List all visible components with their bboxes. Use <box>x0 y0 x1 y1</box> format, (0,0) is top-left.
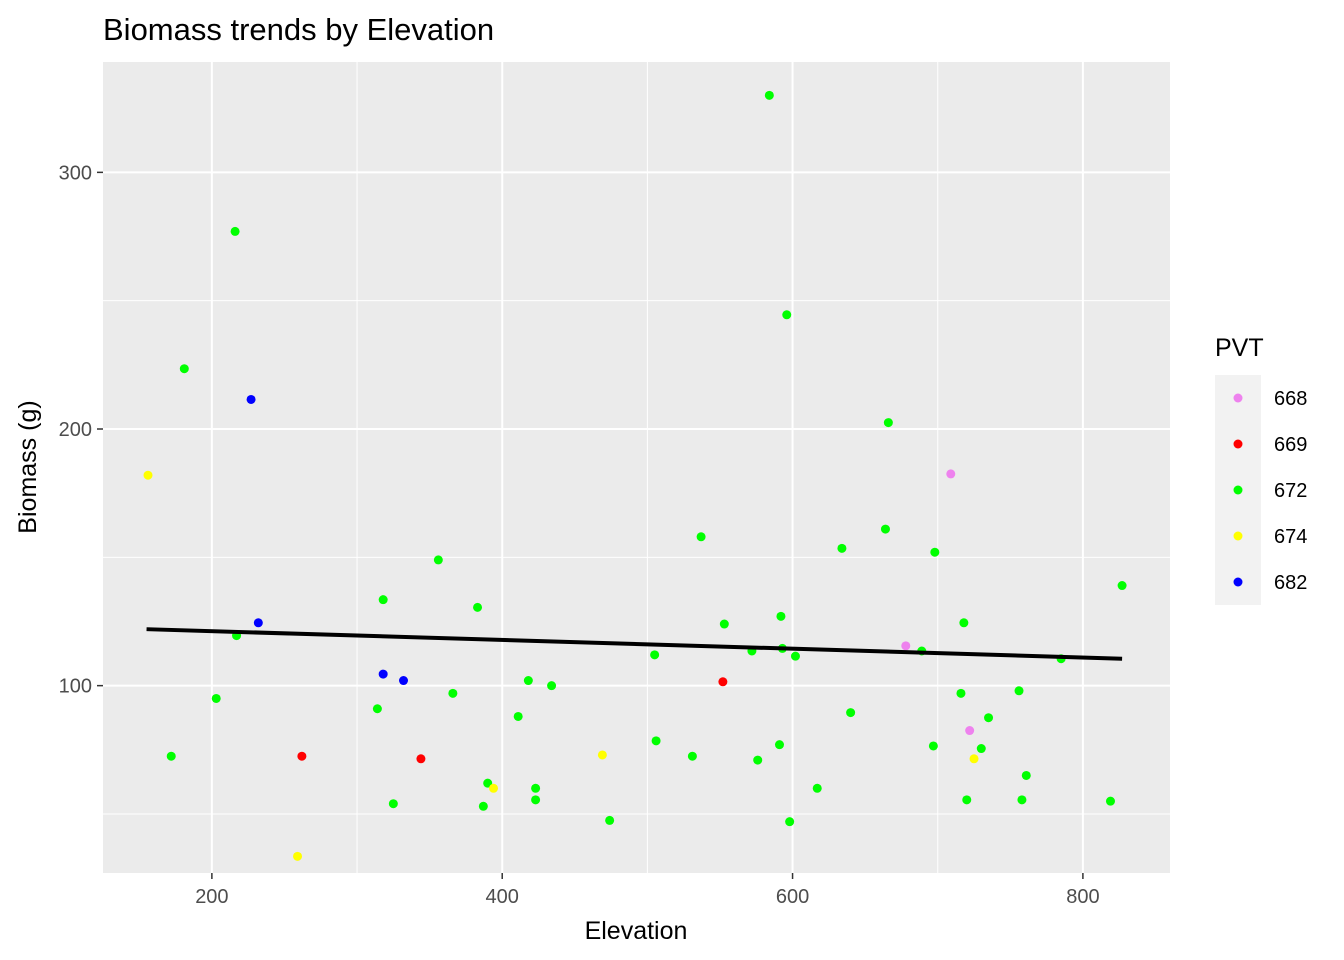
data-point-672 <box>513 711 523 721</box>
x-axis-title: Elevation <box>585 917 688 945</box>
legend: PVT 668 669 672 674 682 <box>1215 334 1307 605</box>
legend-label-672: 672 <box>1274 480 1307 502</box>
legend-key-674 <box>1233 531 1243 541</box>
chart-title: Biomass trends by Elevation <box>103 12 494 47</box>
data-point-672 <box>605 815 615 825</box>
y-axis-title: Biomass (g) <box>14 400 42 533</box>
data-point-682 <box>253 618 263 628</box>
data-point-672 <box>928 741 938 751</box>
data-point-668 <box>965 726 975 736</box>
data-point-674 <box>969 754 979 764</box>
data-point-672 <box>782 310 792 320</box>
data-point-672 <box>687 751 697 761</box>
y-axis-ticks: 100 200 300 <box>59 162 103 698</box>
data-point-672 <box>696 532 706 542</box>
data-point-668 <box>901 641 911 651</box>
data-point-672 <box>959 618 969 628</box>
data-point-672 <box>753 755 763 765</box>
x-tick-label: 600 <box>776 886 809 908</box>
y-tick-label: 300 <box>59 162 92 184</box>
legend-label-674: 674 <box>1274 526 1307 548</box>
data-point-672 <box>523 676 533 686</box>
data-point-672 <box>883 418 893 428</box>
data-point-672 <box>1105 796 1115 806</box>
data-point-672 <box>1014 686 1024 696</box>
data-point-672 <box>478 801 488 811</box>
data-point-682 <box>399 676 409 686</box>
data-point-674 <box>143 470 153 480</box>
y-tick-label: 200 <box>59 419 92 441</box>
data-point-672 <box>531 795 541 805</box>
data-point-672 <box>433 555 443 565</box>
data-point-672 <box>846 708 856 718</box>
data-point-672 <box>179 364 189 374</box>
legend-label-669: 669 <box>1274 434 1307 456</box>
x-axis-ticks: 200 400 600 800 <box>195 873 1100 908</box>
major-gridlines <box>103 62 1170 873</box>
data-point-672 <box>650 650 660 660</box>
data-point-672 <box>976 744 986 754</box>
legend-key-672 <box>1233 485 1243 495</box>
data-point-672 <box>1017 795 1027 805</box>
data-point-672 <box>531 783 541 793</box>
data-point-672 <box>388 799 398 809</box>
data-point-674 <box>489 783 499 793</box>
data-point-672 <box>962 795 972 805</box>
data-point-672 <box>483 778 493 788</box>
data-point-672 <box>448 688 458 698</box>
data-point-672 <box>880 524 890 534</box>
x-tick-label: 400 <box>486 886 519 908</box>
data-point-672 <box>211 693 221 703</box>
data-point-672 <box>1021 770 1031 780</box>
x-tick-label: 200 <box>195 886 228 908</box>
plot-panel <box>103 62 1170 873</box>
data-point-672 <box>956 688 966 698</box>
data-point-672 <box>719 619 729 629</box>
data-point-672 <box>473 602 483 612</box>
data-point-672 <box>774 740 784 750</box>
data-point-669 <box>297 751 307 761</box>
data-point-672 <box>230 226 240 236</box>
data-point-682 <box>246 394 256 404</box>
data-point-672 <box>984 713 994 723</box>
data-point-672 <box>378 595 388 605</box>
legend-keys: 668 669 672 674 682 <box>1215 375 1307 605</box>
minor-gridlines <box>103 62 1170 873</box>
trend-line <box>146 627 1123 661</box>
data-point-682 <box>378 669 388 679</box>
data-point-672 <box>785 817 795 827</box>
data-point-672 <box>837 543 847 553</box>
legend-key-669 <box>1233 439 1243 449</box>
legend-title: PVT <box>1215 334 1264 362</box>
data-point-672 <box>1117 581 1127 591</box>
x-tick-label: 800 <box>1066 886 1099 908</box>
legend-key-682 <box>1233 577 1243 587</box>
legend-label-668: 668 <box>1274 388 1307 410</box>
data-point-674 <box>597 750 607 760</box>
data-point-669 <box>416 754 426 764</box>
data-point-668 <box>946 469 956 479</box>
data-point-672 <box>651 736 661 746</box>
data-point-672 <box>764 90 774 100</box>
data-point-672 <box>547 681 557 691</box>
data-point-672 <box>790 651 800 661</box>
y-tick-label: 100 <box>59 676 92 698</box>
data-point-672 <box>812 783 822 793</box>
legend-key-668 <box>1233 393 1243 403</box>
data-point-672 <box>776 611 786 621</box>
legend-label-682: 682 <box>1274 572 1307 594</box>
data-point-669 <box>718 677 728 687</box>
data-point-672 <box>166 751 176 761</box>
data-point-672 <box>372 704 382 714</box>
data-point-672 <box>930 547 940 557</box>
data-point-674 <box>293 851 303 861</box>
